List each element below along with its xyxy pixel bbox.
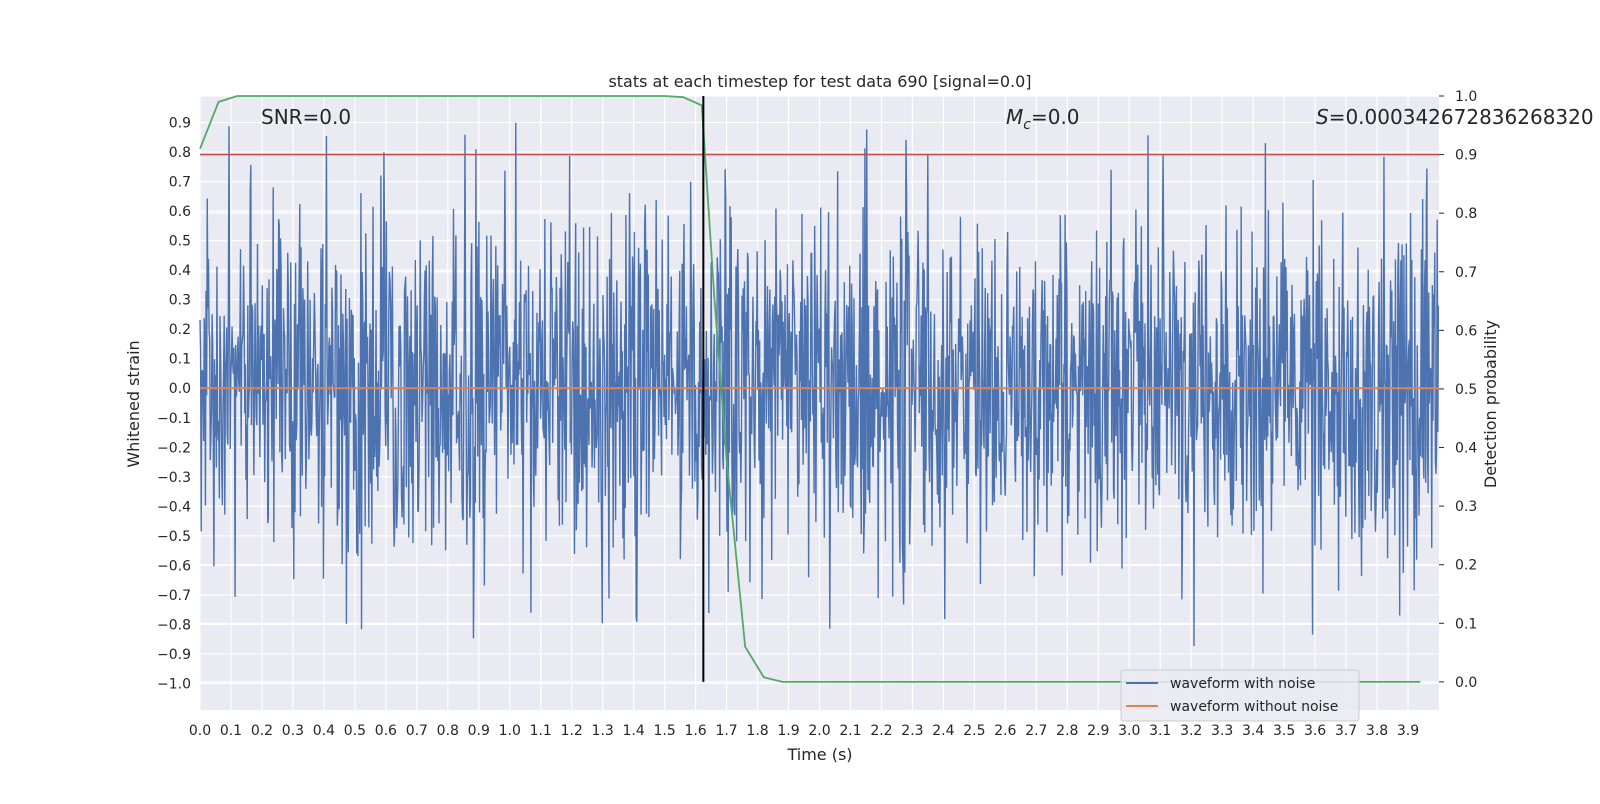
y-tick-label: −0.4 — [157, 499, 191, 515]
x-tick-label: 3.8 — [1366, 723, 1388, 739]
y-axis-ticks: 0.9 0.8 0.7 0.6 0.5 0.4 0.3 0.2 0.1 0.0 −0.1 −0.2 −0… — [157, 116, 191, 693]
right-tick-label: 1.0 — [1455, 89, 1477, 105]
y-tick-label: 0.8 — [169, 145, 191, 161]
x-tick-label: 0.8 — [437, 723, 459, 739]
x-tick-label: 1.5 — [653, 723, 675, 739]
y-tick-label: −0.6 — [157, 558, 191, 574]
legend-label-noise: waveform with noise — [1170, 676, 1315, 692]
right-tick-label: 0.9 — [1455, 148, 1477, 164]
y-tick-label: −0.1 — [157, 411, 191, 427]
y-tick-label: −0.8 — [157, 617, 191, 633]
right-tick-label: 0.6 — [1455, 323, 1477, 339]
x-tick-label: 1.2 — [561, 723, 583, 739]
series-waveform-with-noise — [199, 122, 1440, 647]
x-tick-label: 0.5 — [344, 723, 366, 739]
y-tick-label: −0.9 — [157, 647, 191, 663]
x-tick-label: 3.5 — [1273, 723, 1295, 739]
y-tick-label: 0.1 — [169, 352, 191, 368]
x-tick-label: 3.1 — [1149, 723, 1171, 739]
x-tick-label: 0.6 — [375, 723, 397, 739]
y-tick-label: 0.4 — [169, 263, 191, 279]
x-tick-label: 1.8 — [746, 723, 768, 739]
x-tick-label: 2.9 — [1087, 723, 1109, 739]
x-tick-label: 3.2 — [1180, 723, 1202, 739]
y-tick-label: 0.7 — [169, 175, 191, 191]
snr-annotation: SNR=0.0 — [261, 105, 351, 129]
chart-title: stats at each timestep for test data 690… — [608, 72, 1031, 91]
x-tick-label: 3.6 — [1304, 723, 1326, 739]
x-tick-label: 2.3 — [901, 723, 923, 739]
y-tick-label: 0.6 — [169, 204, 191, 220]
x-tick-label: 2.1 — [839, 723, 861, 739]
x-tick-label: 2.0 — [808, 723, 830, 739]
x-tick-label: 3.0 — [1118, 723, 1140, 739]
series-detection-probability — [199, 95, 1421, 683]
y-tick-label: −0.7 — [157, 588, 191, 604]
x-tick-label: 1.9 — [777, 723, 799, 739]
x-axis-label: Time (s) — [786, 745, 852, 764]
y-tick-label: −0.3 — [157, 470, 191, 486]
x-tick-label: 2.4 — [932, 723, 954, 739]
y-tick-label: −0.2 — [157, 440, 191, 456]
x-tick-label: 3.9 — [1397, 723, 1419, 739]
x-tick-label: 0.7 — [406, 723, 428, 739]
x-tick-label: 1.0 — [499, 723, 521, 739]
y-tick-label: 0.2 — [169, 322, 191, 338]
x-tick-label: 2.2 — [870, 723, 892, 739]
y-axis-label: Whitened strain — [124, 340, 143, 467]
x-tick-label: 0.3 — [282, 723, 304, 739]
x-tick-label: 1.6 — [684, 723, 706, 739]
legend-box — [1120, 669, 1360, 722]
right-tick-label: 0.7 — [1455, 265, 1477, 281]
y-tick-label: 0.3 — [169, 293, 191, 309]
y-tick-label: 0.5 — [169, 234, 191, 250]
right-tick-label: 0.3 — [1455, 499, 1477, 515]
right-tick-label: 0.5 — [1455, 382, 1477, 398]
right-tick-label: 0.0 — [1455, 675, 1477, 691]
x-tick-label: 3.7 — [1335, 723, 1357, 739]
x-tick-label: 0.1 — [220, 723, 242, 739]
y-tick-label: 0.9 — [169, 116, 191, 132]
y-tick-label: −0.5 — [157, 529, 191, 545]
legend-label-clean: waveform without noise — [1170, 699, 1338, 715]
s-annotation: S=0.000342672836268320 — [1316, 105, 1594, 129]
legend: waveform with noise waveform without noi… — [1120, 669, 1360, 722]
x-tick-label: 1.4 — [623, 723, 645, 739]
x-tick-label: 2.6 — [994, 723, 1016, 739]
x-tick-label: 2.8 — [1056, 723, 1078, 739]
x-axis-ticks: 0.0 0.1 0.2 0.3 0.4 0.5 0.6 0.7 0.8 0.9 1.0 1.1 1.2 1… — [189, 723, 1419, 739]
right-tick-label: 0.4 — [1455, 441, 1477, 457]
x-tick-label: 2.5 — [963, 723, 985, 739]
x-tick-label: 1.3 — [592, 723, 614, 739]
y-tick-label: 0.0 — [169, 381, 191, 397]
y-tick-label: −1.0 — [157, 676, 191, 692]
chirp-mass-annotation: Mc=0.0 — [1006, 105, 1080, 133]
x-tick-label: 0.2 — [251, 723, 273, 739]
x-tick-label: 2.7 — [1025, 723, 1047, 739]
x-tick-label: 0.9 — [468, 723, 490, 739]
x-tick-label: 0.4 — [313, 723, 335, 739]
right-tick-label: 0.8 — [1455, 206, 1477, 222]
right-axis-label: Detection probability — [1481, 320, 1500, 488]
right-tick-label: 0.2 — [1455, 558, 1477, 574]
x-tick-label: 3.4 — [1242, 723, 1264, 739]
right-axis-ticks: 1.0 0.9 0.8 0.7 0.6 0.5 0.4 0.3 0.2 0.1 0.0 — [1439, 89, 1477, 691]
x-tick-label: 3.3 — [1211, 723, 1233, 739]
x-tick-label: 1.7 — [715, 723, 737, 739]
x-tick-label: 0.0 — [189, 723, 211, 739]
x-tick-label: 1.1 — [530, 723, 552, 739]
right-tick-label: 0.1 — [1455, 616, 1477, 632]
